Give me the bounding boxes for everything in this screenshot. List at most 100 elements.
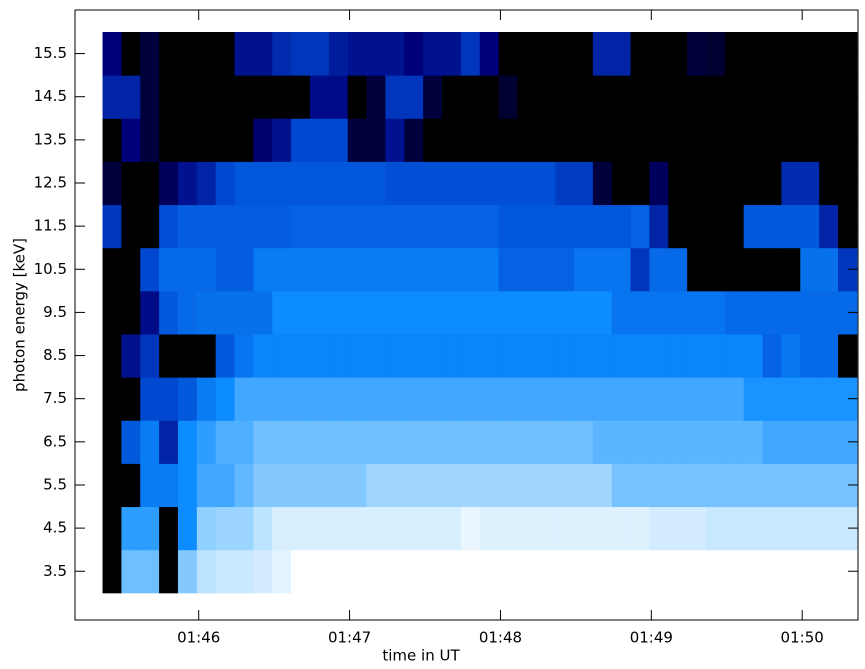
cell <box>573 161 594 206</box>
cell <box>743 75 764 119</box>
cell <box>555 377 575 421</box>
cell <box>706 118 726 162</box>
y-tick-label: 3.5 <box>43 562 67 580</box>
cell <box>668 290 688 335</box>
cell <box>479 204 500 249</box>
cell <box>441 377 462 421</box>
cell <box>762 75 782 119</box>
cell <box>611 420 632 464</box>
cell <box>687 204 707 249</box>
cell <box>555 290 575 335</box>
cell <box>441 333 462 378</box>
cell <box>272 420 292 464</box>
cell <box>838 161 858 206</box>
cell <box>517 32 537 76</box>
cell <box>838 333 858 378</box>
cell <box>121 247 141 292</box>
cell <box>328 247 349 292</box>
cell <box>668 506 688 551</box>
cell <box>536 247 556 292</box>
cell <box>328 204 349 249</box>
cell <box>838 204 858 249</box>
cell <box>102 32 122 76</box>
cell <box>724 333 745 378</box>
cell <box>706 161 726 206</box>
y-tick-label: 6.5 <box>43 432 67 450</box>
cell <box>743 420 764 464</box>
cell <box>573 333 594 378</box>
cell <box>649 377 669 421</box>
y-tick-label: 8.5 <box>43 346 67 364</box>
cell <box>781 463 801 508</box>
cell <box>215 377 236 421</box>
cell <box>309 118 330 162</box>
cell <box>838 75 858 119</box>
cell <box>366 247 386 292</box>
cell <box>724 506 745 551</box>
cell <box>498 247 518 292</box>
cell <box>611 32 632 76</box>
cell <box>347 506 368 551</box>
cell <box>347 118 368 162</box>
cell <box>687 506 707 551</box>
cell <box>687 161 707 206</box>
y-tick-label: 15.5 <box>34 44 67 62</box>
cell <box>668 247 688 292</box>
cell <box>347 247 368 292</box>
cell <box>743 247 764 292</box>
cell <box>819 75 839 119</box>
cell <box>441 75 462 119</box>
cell <box>159 420 179 464</box>
cell <box>743 161 764 206</box>
cell <box>498 506 518 551</box>
y-tick-label: 7.5 <box>43 389 67 407</box>
cell <box>215 32 236 76</box>
cell <box>423 290 443 335</box>
cell <box>668 549 688 594</box>
cell <box>196 118 217 162</box>
cell <box>366 204 386 249</box>
cell <box>649 75 669 119</box>
cell <box>555 75 575 119</box>
cell <box>781 549 801 594</box>
cell <box>159 75 179 119</box>
cell <box>630 333 650 378</box>
cell <box>196 549 217 594</box>
cell <box>536 204 556 249</box>
cell <box>309 32 330 76</box>
cell <box>366 290 386 335</box>
cell <box>423 32 443 76</box>
cell <box>781 75 801 119</box>
cell <box>366 377 386 421</box>
cell <box>385 118 405 162</box>
cell <box>291 75 311 119</box>
cell <box>272 506 292 551</box>
cell <box>706 204 726 249</box>
cell <box>555 549 575 594</box>
cell <box>498 161 518 206</box>
cell <box>460 75 481 119</box>
cell <box>140 420 160 464</box>
cell <box>762 204 782 249</box>
cell <box>706 377 726 421</box>
cell <box>140 75 160 119</box>
cell <box>479 333 500 378</box>
cell <box>573 204 594 249</box>
cell <box>517 118 537 162</box>
cell <box>668 118 688 162</box>
cell <box>385 506 405 551</box>
cell <box>573 32 594 76</box>
cell <box>328 506 349 551</box>
cell <box>347 75 368 119</box>
cell <box>743 463 764 508</box>
cell <box>366 506 386 551</box>
cell <box>743 377 764 421</box>
cell <box>196 75 217 119</box>
cell <box>272 75 292 119</box>
cell <box>272 247 292 292</box>
cell <box>121 75 141 119</box>
cell <box>121 420 141 464</box>
cell <box>441 549 462 594</box>
cell <box>687 290 707 335</box>
cell <box>724 290 745 335</box>
